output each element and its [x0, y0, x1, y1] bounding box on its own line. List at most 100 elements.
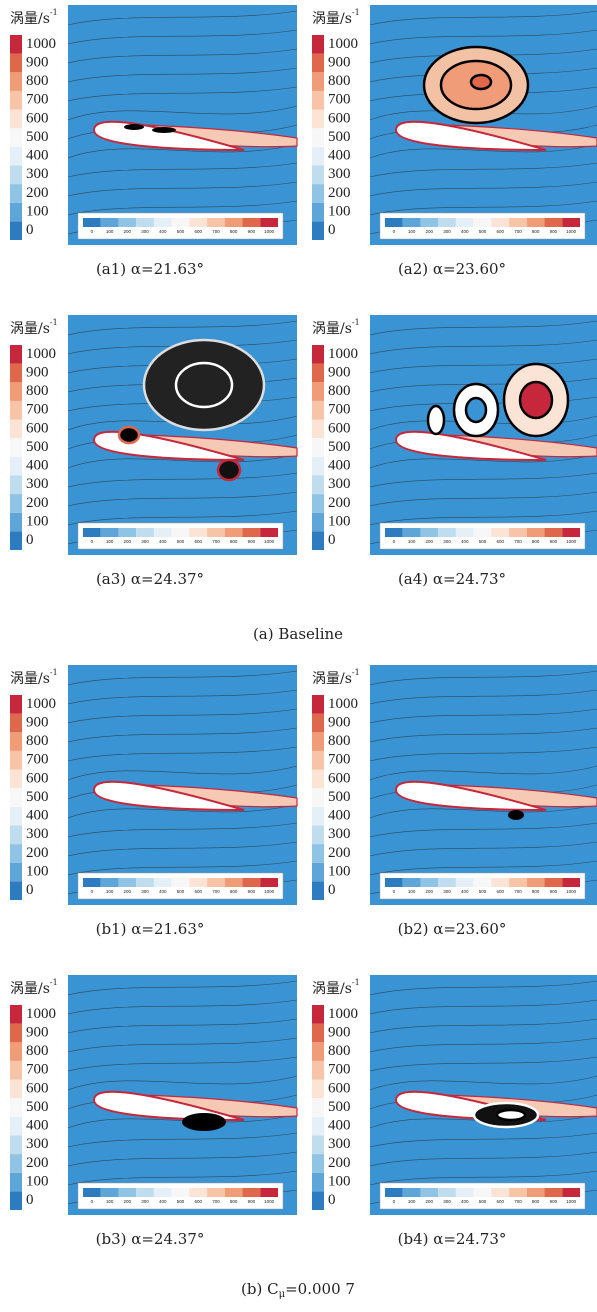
colorbar-tick-label: 600 [328, 110, 351, 126]
colorbar-cell [312, 1024, 324, 1043]
legend-cell [385, 218, 403, 227]
legend-tick-label: 1000 [264, 889, 275, 894]
legend-cell [527, 1188, 545, 1197]
legend-tick-label: 500 [177, 539, 185, 544]
legend-cell [83, 528, 101, 537]
colorbar-cell [312, 863, 324, 882]
panel-caption: (b4) α=24.73° [398, 1230, 507, 1248]
colorbar-tick-label: 500 [26, 789, 49, 805]
legend-cell [101, 218, 119, 227]
colorbar-tick-label: 300 [26, 476, 49, 492]
legend-tick-label: 700 [514, 889, 522, 894]
legend-cell [385, 878, 403, 887]
colorbar-tick-label: 300 [26, 1136, 49, 1152]
colorbar-cell [312, 128, 324, 147]
legend-cell [118, 218, 136, 227]
colorbar-tick-label: 500 [26, 1099, 49, 1115]
legend-tick-label: 100 [408, 1199, 416, 1204]
colorbar-cell [10, 72, 22, 91]
colorbar-cell [312, 1042, 324, 1061]
legend-tick-label: 900 [550, 1199, 558, 1204]
colorbar-tick-label: 400 [328, 1118, 351, 1134]
panel: 涡量/s-10100200300400500600700800900100001… [10, 315, 297, 588]
colorbar-cell [312, 494, 324, 513]
legend-cell [207, 1188, 225, 1197]
legend-cell [243, 528, 261, 537]
panel: 涡量/s-10100200300400500600700800900100001… [312, 5, 597, 278]
legend-cell [474, 1188, 492, 1197]
colorbar-cell [312, 714, 324, 733]
legend-tick-label: 500 [479, 229, 487, 234]
legend-cell [456, 218, 474, 227]
colorbar-title: 涡量/s-1 [312, 8, 360, 27]
colorbar-tick-label: 600 [26, 1080, 49, 1096]
legend-tick-label: 1000 [566, 539, 577, 544]
colorbar-title: 涡量/s-1 [10, 668, 58, 687]
legend-cell [118, 878, 136, 887]
colorbar-tick-label: 600 [26, 770, 49, 786]
colorbar-tick-label: 0 [26, 882, 34, 898]
panel: 涡量/s-10100200300400500600700800900100001… [10, 665, 297, 938]
legend-tick-label: 400 [159, 889, 167, 894]
legend-cell [420, 1188, 438, 1197]
legend-tick-label: 600 [194, 889, 202, 894]
legend-tick-label: 800 [532, 539, 540, 544]
colorbar-tick-label: 1000 [26, 696, 56, 712]
panel-caption: (a2) α=23.60° [398, 260, 506, 278]
vortex [182, 1113, 226, 1131]
group-caption: (a) Baseline [253, 625, 343, 643]
legend-tick-label: 100 [106, 229, 114, 234]
colorbar-cell [10, 420, 22, 439]
legend-cell [474, 218, 492, 227]
legend-tick-label: 1000 [566, 889, 577, 894]
legend-cell [172, 1188, 190, 1197]
colorbar-cell [10, 1005, 22, 1024]
legend-tick-label: 900 [248, 539, 256, 544]
legend-tick-label: 500 [479, 1199, 487, 1204]
colorbar-cell [10, 732, 22, 751]
legend-cell [491, 528, 509, 537]
legend-tick-label: 800 [532, 1199, 540, 1204]
legend-tick-label: 400 [461, 229, 469, 234]
colorbar-cell [312, 91, 324, 110]
group-caption-rest: =0.000 7 [285, 1280, 355, 1298]
legend-cell [438, 528, 456, 537]
colorbar-cell [10, 863, 22, 882]
colorbar-tick-label: 900 [26, 364, 49, 380]
colorbar-tick-label: 700 [26, 92, 49, 108]
legend-cell [491, 878, 509, 887]
colorbar-cell [312, 203, 324, 222]
legend-cell [438, 1188, 456, 1197]
colorbar-title-sup: -1 [352, 318, 360, 327]
colorbar-title: 涡量/s-1 [10, 318, 58, 337]
colorbar-tick-label: 300 [26, 166, 49, 182]
legend-tick-label: 300 [443, 229, 451, 234]
colorbar-cell [10, 91, 22, 110]
colorbar-tick-label: 800 [26, 1043, 49, 1059]
colorbar-cell [312, 184, 324, 203]
legend-cell [527, 528, 545, 537]
legend-cell [189, 878, 207, 887]
legend-cell [136, 218, 154, 227]
colorbar-tick-label: 200 [328, 185, 351, 201]
panel: 涡量/s-10100200300400500600700800900100001… [312, 315, 597, 588]
colorbar-tick-label: 700 [328, 92, 351, 108]
legend-cell [207, 218, 225, 227]
panel-caption: (b2) α=23.60° [398, 920, 507, 938]
legend-tick-label: 600 [496, 889, 504, 894]
legend-cell [385, 1188, 403, 1197]
colorbar-tick-label: 100 [328, 863, 351, 879]
colorbar-title-text: 涡量/s [10, 981, 50, 997]
legend-tick-label: 400 [159, 1199, 167, 1204]
colorbar-cell [10, 807, 22, 826]
legend-cell [403, 878, 421, 887]
legend-cell [438, 878, 456, 887]
colorbar-cell [10, 1061, 22, 1080]
colorbar-tick-label: 900 [328, 364, 351, 380]
legend-tick-label: 400 [461, 539, 469, 544]
colorbar-cell [312, 401, 324, 420]
colorbar-tick-label: 400 [328, 808, 351, 824]
legend-cell [562, 218, 580, 227]
colorbar-tick-label: 800 [26, 73, 49, 89]
legend-tick-label: 700 [514, 229, 522, 234]
